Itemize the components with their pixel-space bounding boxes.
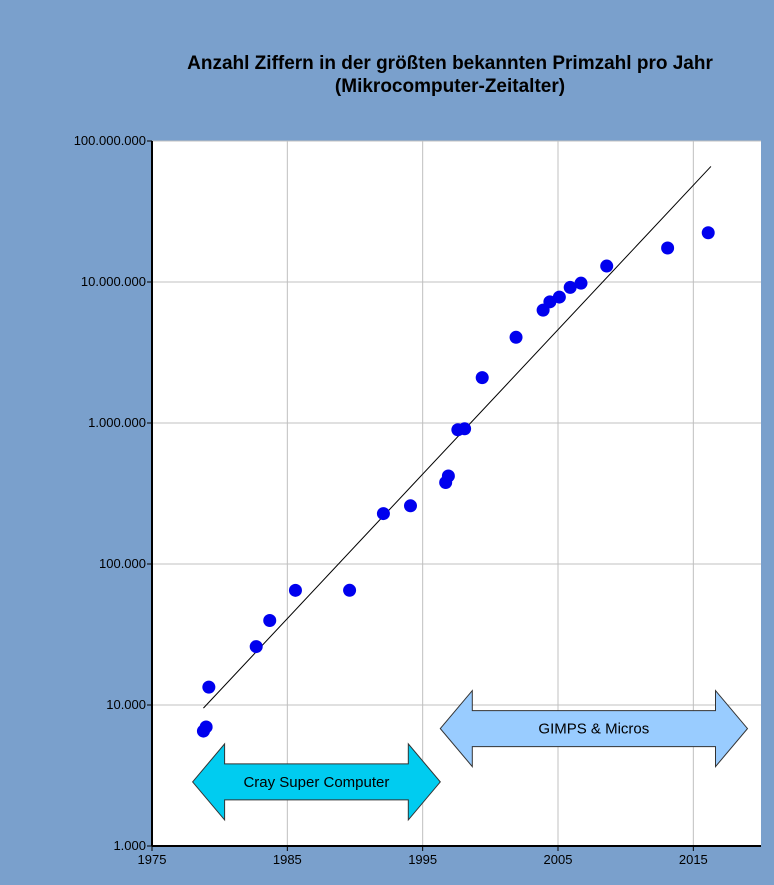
data-point [552,290,566,304]
data-point [376,507,390,521]
y-tick-label: 10.000 [106,697,146,712]
y-tick-label: 100.000.000 [74,133,146,148]
x-tick-label: 1985 [273,852,302,867]
data-point [475,371,489,385]
data-point [403,499,417,513]
data-point [574,276,588,290]
y-tick-label: 10.000.000 [81,274,146,289]
axes: 1.000 10.000 100.000 1.000.000 10.000.000 100… [74,133,761,867]
chart-title-line-1: Anzahl Ziffern in der größten bekannten … [187,53,713,74]
x-tick-label: 2015 [679,852,708,867]
chart-title-line-2: (Mikrocomputer-Zeitalter) [334,76,566,97]
data-point [288,583,302,597]
data-point [441,469,455,483]
annotation-arrow [191,742,441,822]
data-point [199,720,213,734]
data-point [509,330,523,344]
data-point [563,280,577,294]
data-point [458,422,472,436]
data-point [701,226,715,240]
x-tick-label: 1995 [408,852,437,867]
y-tick-label: 100.000 [99,556,146,571]
y-tick-label: 1.000 [113,838,146,853]
data-point [661,241,675,255]
data-point [249,640,263,654]
data-point [263,613,277,627]
data-points [196,226,715,738]
annotation-arrow [439,689,749,768]
annotations: Cray Super Computer GIMPS & Micros [191,689,749,822]
annotation-label: GIMPS & Micros [538,721,649,738]
x-tick-label: 2005 [544,852,573,867]
data-point [202,680,216,694]
x-tick-label: 1975 [138,852,167,867]
data-point [343,583,357,597]
data-point [600,259,614,273]
trendline [203,166,712,709]
y-tick-label: 1.000.000 [88,415,146,430]
annotation-label: Cray Super Computer [243,774,389,791]
chart-title: Anzahl Ziffern in der größten bekannten … [150,52,750,98]
